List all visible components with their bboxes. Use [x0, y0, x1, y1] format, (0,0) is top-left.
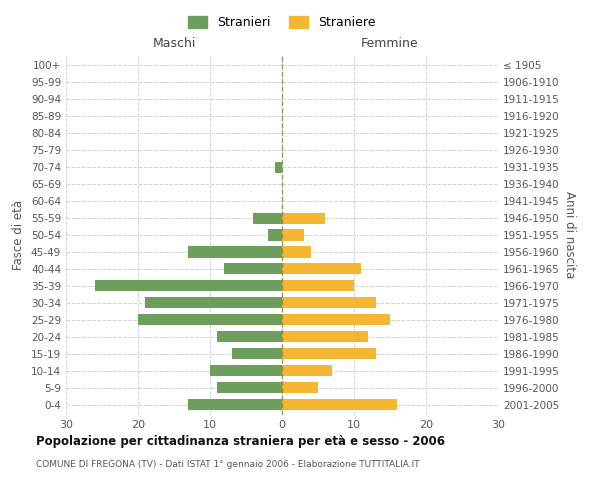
Bar — [282, 314, 390, 326]
Bar — [282, 366, 332, 376]
Legend: Stranieri, Straniere: Stranieri, Straniere — [184, 11, 380, 34]
Bar — [268, 230, 282, 240]
Bar — [282, 212, 325, 224]
Bar — [282, 298, 376, 308]
Bar — [188, 246, 282, 258]
Bar — [232, 348, 282, 360]
Bar — [282, 382, 318, 394]
Bar — [282, 246, 311, 258]
Bar — [138, 314, 282, 326]
Bar — [275, 162, 282, 172]
Text: Femmine: Femmine — [361, 37, 419, 50]
Text: Popolazione per cittadinanza straniera per età e sesso - 2006: Popolazione per cittadinanza straniera p… — [36, 435, 445, 448]
Bar — [282, 332, 368, 342]
Bar — [188, 400, 282, 410]
Bar — [217, 332, 282, 342]
Y-axis label: Anni di nascita: Anni di nascita — [563, 192, 576, 278]
Bar — [282, 264, 361, 274]
Bar — [282, 230, 304, 240]
Bar — [217, 382, 282, 394]
Text: Maschi: Maschi — [152, 37, 196, 50]
Bar — [282, 400, 397, 410]
Bar — [95, 280, 282, 291]
Bar — [145, 298, 282, 308]
Bar — [282, 348, 376, 360]
Bar — [282, 280, 354, 291]
Text: COMUNE DI FREGONA (TV) - Dati ISTAT 1° gennaio 2006 - Elaborazione TUTTITALIA.IT: COMUNE DI FREGONA (TV) - Dati ISTAT 1° g… — [36, 460, 419, 469]
Bar — [210, 366, 282, 376]
Bar — [224, 264, 282, 274]
Y-axis label: Fasce di età: Fasce di età — [13, 200, 25, 270]
Bar — [253, 212, 282, 224]
